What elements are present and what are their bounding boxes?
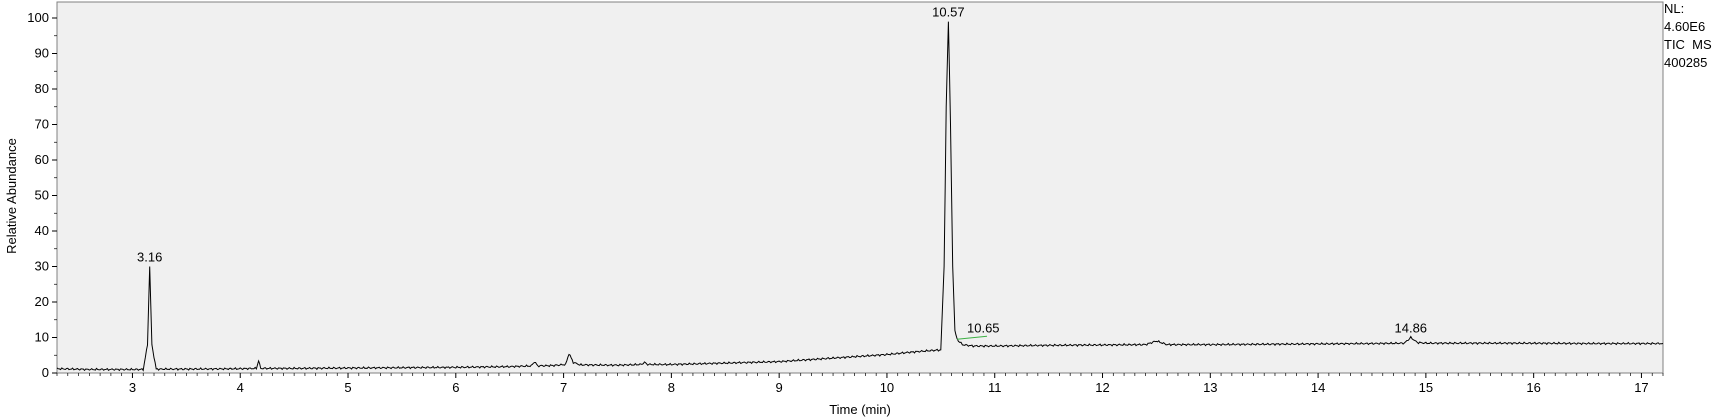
y-tick-label: 50: [35, 188, 49, 203]
y-axis-title: Relative Abundance: [4, 138, 19, 254]
sample-id: 400285: [1664, 55, 1708, 70]
x-tick-label: 13: [1203, 380, 1217, 395]
trace-type: TIC MS: [1664, 37, 1712, 52]
peak-label: 3.16: [137, 250, 162, 265]
y-tick-label: 100: [27, 10, 49, 25]
trace-info-panel: NL: 4.60E6 TIC MS 400285: [1664, 0, 1712, 72]
x-tick-label: 14: [1311, 380, 1325, 395]
y-tick-label: 40: [35, 223, 49, 238]
y-axis: 0 10 20 30 40 50 60 70 80 90 100: [27, 10, 57, 380]
y-tick-label: 30: [35, 259, 49, 274]
peak-labels: 3.16 10.57 10.65 14.86: [137, 5, 1427, 340]
x-tick-label: 4: [237, 380, 244, 395]
nl-label: NL:: [1664, 1, 1685, 16]
x-tick-label: 9: [776, 380, 783, 395]
y-tick-label: 80: [35, 81, 49, 96]
y-tick-label: 70: [35, 117, 49, 132]
y-tick-label: 10: [35, 330, 49, 345]
y-tick-label: 60: [35, 152, 49, 167]
y-tick-label: 90: [35, 46, 49, 61]
peak-marker: [956, 335, 988, 340]
x-tick-label: 5: [344, 380, 351, 395]
x-tick-label: 15: [1419, 380, 1433, 395]
series-line: [56, 21, 1664, 372]
nl-value: 4.60E6: [1664, 19, 1706, 34]
x-tick-label: 10: [880, 380, 894, 395]
y-tick-label: 0: [42, 365, 49, 380]
x-tick-label: 8: [668, 380, 675, 395]
x-tick-label: 6: [452, 380, 459, 395]
x-tick-label: 16: [1526, 380, 1540, 395]
x-tick-label: 12: [1095, 380, 1109, 395]
x-tick-label: 11: [988, 380, 1002, 395]
y-tick-label: 20: [35, 294, 49, 309]
x-axis-title: Time (min): [829, 402, 891, 417]
x-tick-label: 7: [560, 380, 567, 395]
x-tick-label: 3: [129, 380, 136, 395]
x-tick-label: 17: [1634, 380, 1648, 395]
peak-label: 10.57: [932, 5, 965, 20]
x-axis: 3 4 5 6 7 8 9 10 11 12 13 14 15 16 17: [56, 373, 1664, 395]
tic-trace: [56, 21, 1664, 372]
plot-area: [56, 1, 1664, 374]
peak-label: 10.65: [967, 320, 1000, 335]
peak-label: 14.86: [1395, 321, 1428, 336]
